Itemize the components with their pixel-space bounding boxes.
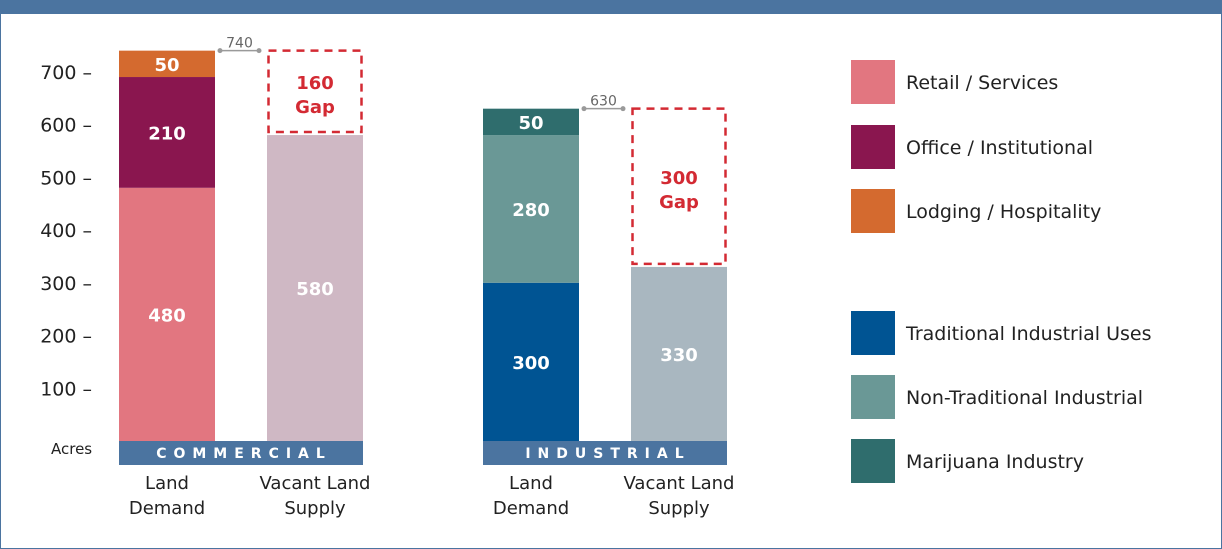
- bar-segment: [631, 266, 727, 441]
- data-label: 330: [660, 345, 698, 366]
- category-label: INDUSTRIAL: [525, 446, 690, 462]
- bar-segment: [119, 187, 215, 441]
- total-label: 630: [590, 94, 617, 110]
- y-tick-label: 500 –: [40, 167, 92, 189]
- y-tick-label: 200 –: [40, 326, 92, 348]
- y-tick-label: 400 –: [40, 220, 92, 242]
- gap-box: [267, 49, 363, 134]
- gap-text-label: Gap: [295, 97, 335, 118]
- category-band: [483, 441, 727, 465]
- legend-swatch: [851, 189, 895, 233]
- bar-name-line-2: Demand: [493, 498, 569, 519]
- bar-name-line-1: Vacant Land: [624, 473, 735, 494]
- bar-name-line-1: Land: [509, 473, 553, 494]
- data-label: 480: [148, 305, 186, 326]
- bar-name-line-2: Supply: [648, 498, 710, 519]
- data-label: 50: [154, 55, 179, 76]
- bar-name-line-2: Demand: [129, 498, 205, 519]
- connector-dot: [620, 106, 626, 112]
- gap-value-label: 160: [296, 73, 334, 94]
- category-band: [119, 441, 363, 465]
- bar-segment: [267, 135, 363, 442]
- gap-text-label: Gap: [659, 192, 699, 213]
- data-label: 580: [296, 279, 334, 300]
- legend-swatch: [851, 375, 895, 419]
- y-tick-label: 300 –: [40, 273, 92, 295]
- bar-segment: [119, 50, 215, 78]
- connector-dot: [217, 48, 223, 54]
- connector-dot: [256, 48, 262, 54]
- data-label: 50: [518, 113, 543, 134]
- data-label: 210: [148, 123, 186, 144]
- legend-label: Office / Institutional: [906, 137, 1093, 159]
- bar-name-line-1: Vacant Land: [260, 473, 371, 494]
- category-label: COMMERCIAL: [156, 446, 332, 462]
- legend-label: Lodging / Hospitality: [906, 201, 1101, 223]
- data-label: 300: [512, 353, 550, 374]
- y-tick-label: 600 –: [40, 115, 92, 137]
- bar-segment: [483, 108, 579, 136]
- data-label: 280: [512, 200, 550, 221]
- legend-swatch: [851, 311, 895, 355]
- y-tick-label: 700 –: [40, 62, 92, 84]
- bar-name-line-1: Land: [145, 473, 189, 494]
- bar-segment: [483, 282, 579, 441]
- y-axis-label: Acres: [51, 440, 92, 458]
- total-label: 740: [226, 36, 253, 52]
- gap-box: [631, 107, 727, 266]
- legend-label: Non-Traditional Industrial: [906, 387, 1143, 409]
- legend-swatch: [851, 125, 895, 169]
- legend-swatch: [851, 439, 895, 483]
- bar-segment: [119, 77, 215, 188]
- connector-dot: [581, 106, 587, 112]
- legend-label: Traditional Industrial Uses: [905, 323, 1152, 345]
- y-tick-label: 100 –: [40, 378, 92, 400]
- gap-value-label: 300: [660, 168, 698, 189]
- legend-swatch: [851, 60, 895, 104]
- bar-name-line-2: Supply: [284, 498, 346, 519]
- legend-label: Marijuana Industry: [906, 451, 1084, 473]
- legend-label: Retail / Services: [906, 72, 1058, 94]
- top-banner: [0, 0, 1222, 14]
- bar-segment: [483, 135, 579, 283]
